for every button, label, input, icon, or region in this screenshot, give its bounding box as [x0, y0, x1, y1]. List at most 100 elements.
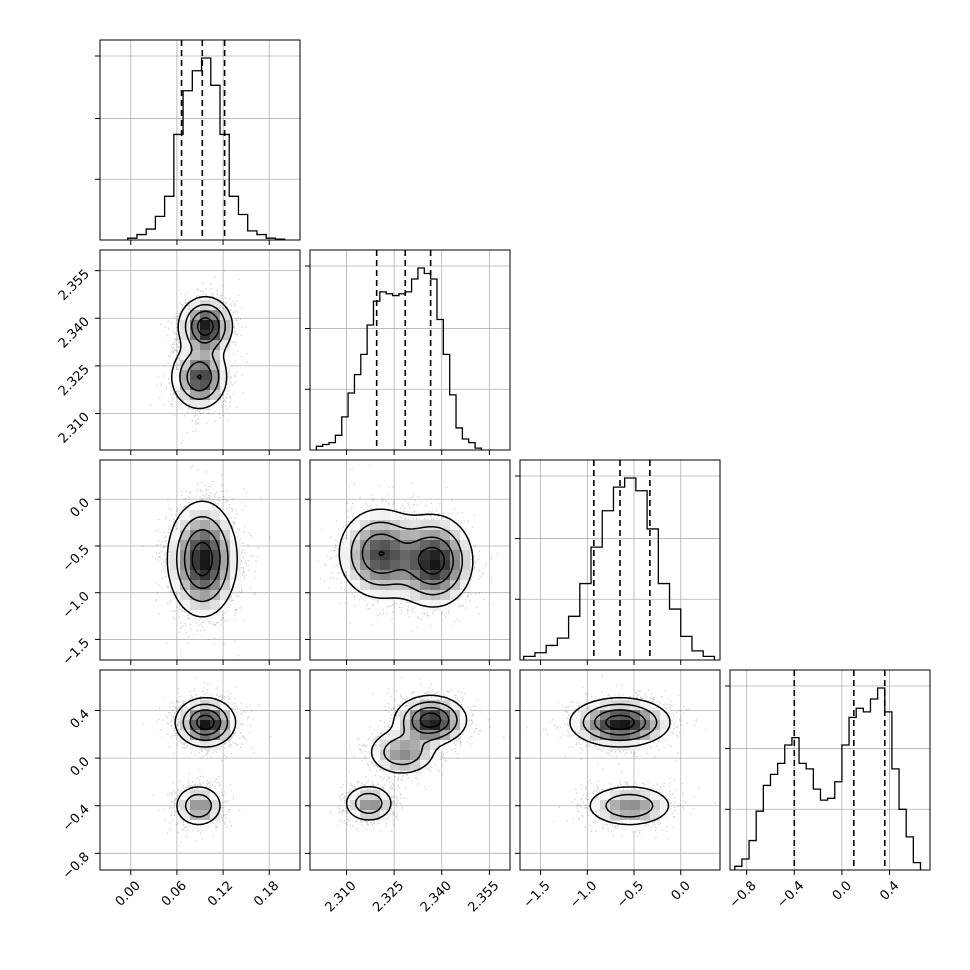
- density-1-2-shade-cell: [360, 550, 371, 561]
- density-2-3-contour-0: [569, 696, 671, 826]
- density-2-3-shade-cell: [640, 810, 651, 821]
- density-0-2-shade-cell: [190, 590, 201, 601]
- density-1-2-shade-cell: [370, 550, 381, 561]
- density-1-2-shade-cell: [440, 560, 451, 571]
- density-0-2-shade-cell: [180, 510, 191, 521]
- density-1-2-contour-0: [338, 508, 474, 608]
- density-0-1-shade-cell: [210, 390, 221, 401]
- hist-1-step: [315, 267, 483, 450]
- density-1-3-shade-cell: [390, 760, 401, 771]
- density-0-2-contour-0: [166, 500, 238, 618]
- density-0-2-shade-cell: [210, 540, 221, 551]
- density-0-3-shade-cell: [200, 820, 211, 831]
- density-1-3-shade-cell: [370, 750, 381, 761]
- density-0-3-shade-cell: [210, 800, 221, 811]
- density-2-3-contour-2: [593, 709, 647, 736]
- density-2-3-shade-cell: [640, 740, 651, 751]
- density-1-3-shade-cell: [420, 730, 431, 741]
- density-0-3-shade-cell: [190, 800, 201, 811]
- density-1-3-shade-cell: [420, 720, 431, 731]
- density-1-2-shade-cell: [440, 550, 451, 561]
- density-1-3-shade-cell: [380, 740, 391, 751]
- density-0-1-shade-cell: [200, 370, 211, 381]
- density-0-2-shade-cell: [200, 590, 211, 601]
- density-1-2-shade-cell: [410, 540, 421, 551]
- density-0-2-shade-cell: [180, 580, 191, 591]
- density-1-2-shade-cell: [450, 590, 461, 601]
- density-0-1-shade-cell: [180, 330, 191, 341]
- density-0-3-shade-cell: [210, 710, 221, 721]
- density-0-2-shade-cell: [210, 510, 221, 521]
- density-2-3-shade-cell: [580, 720, 591, 731]
- density-0-1-frame: [99, 249, 301, 451]
- density-1-2-shade-cell: [400, 570, 411, 581]
- density-0-2-shade-cell: [200, 600, 211, 611]
- x-tick-label-p2-0: −1.5: [521, 878, 554, 911]
- density-1-2-shade-cell: [400, 520, 411, 531]
- density-0-1-shade-cell: [200, 390, 211, 401]
- density-0-2-shade-cell: [200, 500, 211, 511]
- y-tick-label-p1-3: 2.355: [56, 267, 93, 304]
- density-1-3-shade-cell: [430, 710, 441, 721]
- density-1-2-shade-cell: [400, 540, 411, 551]
- density-0-3-shade-cell: [210, 810, 221, 821]
- density-0-3-shade-cell: [220, 700, 231, 711]
- density-0-2-shade-cell: [180, 590, 191, 601]
- density-2-3-shade-cell: [660, 710, 671, 721]
- density-2-3-shade-cell: [610, 720, 621, 731]
- density-2-3-shade-cell: [660, 720, 671, 731]
- density-2-3-shade-cell: [640, 710, 651, 721]
- density-0-3-shade-cell: [180, 730, 191, 741]
- density-1-2-shade-cell: [430, 600, 441, 611]
- density-0-3-shade-cell: [180, 720, 191, 731]
- density-1-3-shade-cell: [390, 740, 401, 751]
- density-0-2-shade-cell: [180, 530, 191, 541]
- density-0-1-shade-cell: [190, 320, 201, 331]
- density-1-2-shade-cell: [460, 570, 471, 581]
- hist-0-step: [127, 57, 286, 240]
- x-tick-label-p1-2: 2.340: [418, 878, 455, 915]
- density-0-3-contour-1: [182, 703, 229, 818]
- density-1-2-shade-cell: [390, 580, 401, 591]
- density-2-3-shade-cell: [580, 730, 591, 741]
- density-1-2-shade-cell: [440, 580, 451, 591]
- density-0-2-shade-cell: [180, 520, 191, 531]
- density-0-1-shade-cell: [210, 300, 221, 311]
- density-1-3-shade-cell: [400, 730, 411, 741]
- density-0-1-shade-cell: [180, 360, 191, 371]
- density-1-3-shade-cell: [390, 750, 401, 761]
- density-0-2-layer: [141, 464, 271, 657]
- density-1-2-shade-cell: [400, 560, 411, 571]
- density-1-2-shade-cell: [390, 570, 401, 581]
- density-0-3-shade-cell: [190, 710, 201, 721]
- density-1-3-shade-cell: [400, 760, 411, 771]
- density-1-2-shade-cell: [440, 570, 451, 581]
- y-tick-label-p3-3: 0.4: [68, 707, 93, 732]
- density-2-3-layer: [526, 675, 716, 840]
- density-1-2-shade-cell: [430, 580, 441, 591]
- hist-0-gridlines: [130, 40, 270, 240]
- density-1-2-shade-cell: [350, 540, 361, 551]
- density-0-2-shade-cell: [190, 500, 201, 511]
- density-1-2-shade-cell: [420, 560, 431, 571]
- density-1-2-shade-cell: [350, 580, 361, 591]
- density-1-2-shade-cell: [380, 540, 391, 551]
- density-1-2-shade-cell: [410, 520, 421, 531]
- density-1-3-shade-cell: [440, 720, 451, 731]
- density-1-3-shade-cell: [370, 810, 381, 821]
- hist-1-frame: [309, 249, 511, 451]
- density-0-2-shade-cell: [210, 530, 221, 541]
- density-1-2-shade-cell: [450, 550, 461, 561]
- density-0-2-shade-cell: [210, 550, 221, 561]
- density-0-1-shade-cell: [210, 400, 221, 411]
- density-1-2-contour-2: [361, 533, 454, 585]
- density-1-2-layer: [310, 465, 510, 632]
- density-1-2-shade-cell: [390, 530, 401, 541]
- density-2-3-shade-cell: [600, 810, 611, 821]
- density-1-3-shade-cell: [350, 790, 361, 801]
- x-tick-label-p0-0: 0.00: [113, 878, 144, 909]
- density-1-2-shade-cell: [390, 540, 401, 551]
- density-2-3-shade-cell: [600, 720, 611, 731]
- density-2-3-shade-cell: [630, 730, 641, 741]
